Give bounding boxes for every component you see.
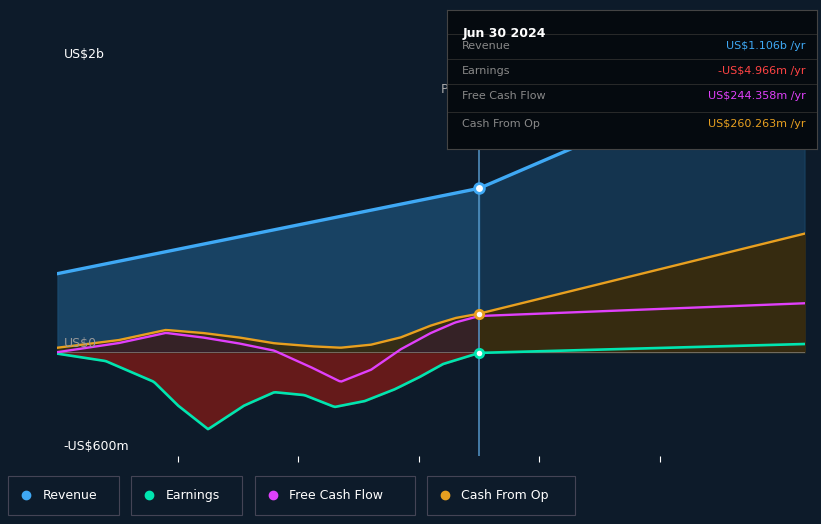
- Text: Revenue: Revenue: [462, 41, 511, 51]
- Text: Earnings: Earnings: [166, 489, 220, 501]
- FancyBboxPatch shape: [131, 476, 242, 516]
- Text: Analysts Forecasts: Analysts Forecasts: [491, 82, 608, 95]
- FancyBboxPatch shape: [8, 476, 119, 516]
- Text: Free Cash Flow: Free Cash Flow: [462, 91, 546, 101]
- Text: Jun 30 2024: Jun 30 2024: [462, 27, 546, 40]
- Text: US$260.263m /yr: US$260.263m /yr: [709, 118, 806, 128]
- Text: Cash From Op: Cash From Op: [462, 118, 540, 128]
- Text: US$0: US$0: [63, 337, 97, 350]
- FancyBboxPatch shape: [427, 476, 575, 516]
- Text: Past: Past: [441, 82, 467, 95]
- Text: -US$600m: -US$600m: [63, 440, 129, 453]
- Text: -US$4.966m /yr: -US$4.966m /yr: [718, 66, 806, 76]
- Text: Earnings: Earnings: [462, 66, 511, 76]
- Text: US$1.106b /yr: US$1.106b /yr: [727, 41, 806, 51]
- Text: Cash From Op: Cash From Op: [461, 489, 549, 501]
- Text: US$2b: US$2b: [63, 48, 104, 61]
- Text: Revenue: Revenue: [43, 489, 98, 501]
- Text: Free Cash Flow: Free Cash Flow: [289, 489, 383, 501]
- FancyBboxPatch shape: [255, 476, 415, 516]
- Text: US$244.358m /yr: US$244.358m /yr: [708, 91, 806, 101]
